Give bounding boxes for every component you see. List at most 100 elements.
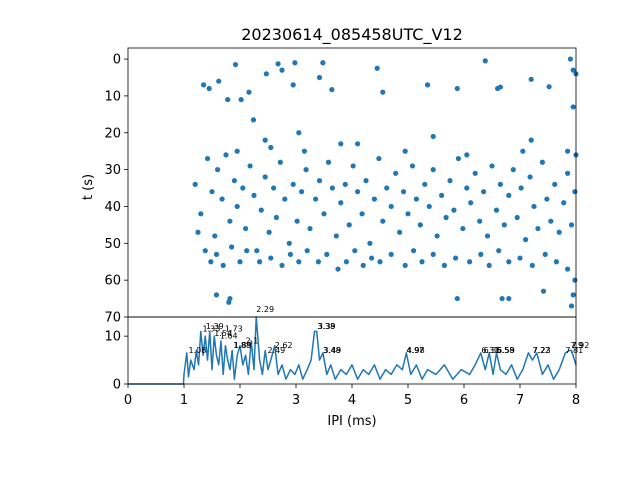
scatter-point — [215, 167, 221, 173]
scatter-point — [369, 255, 375, 261]
scatter-point — [565, 170, 571, 176]
histogram-peak-label: 2.62 — [275, 341, 293, 350]
scatter-point — [307, 225, 313, 232]
scatter-y-tick-label: 0 — [113, 53, 121, 68]
scatter-point — [320, 60, 326, 66]
scatter-point — [388, 251, 394, 257]
scatter-point — [220, 262, 226, 269]
histogram-x-ticks: 0 1 2 3 4 5 6 7 8 — [124, 384, 580, 408]
scatter-point — [343, 259, 349, 265]
scatter-point — [388, 203, 394, 210]
scatter-point — [277, 159, 283, 165]
scatter-point — [430, 133, 436, 140]
scatter-point — [247, 163, 253, 169]
scatter-point — [213, 292, 220, 298]
histogram-peak-label: 2.1 — [246, 336, 259, 345]
histogram-x-tick-label: 4 — [348, 393, 356, 408]
scatter-point — [329, 87, 335, 93]
scatter-point — [419, 259, 425, 265]
histogram-peak-label: 4.98 — [407, 346, 425, 355]
scatter-point — [359, 211, 365, 217]
scatter-point — [517, 255, 523, 261]
scatter-point — [417, 222, 423, 228]
scatter-point — [411, 248, 417, 254]
scatter-y-axis-label: t (s) — [81, 174, 96, 200]
scatter-point — [192, 181, 198, 187]
scatter-point — [477, 218, 483, 224]
scatter-point — [397, 229, 403, 235]
scatter-point — [528, 76, 534, 82]
scatter-point — [464, 152, 470, 158]
scatter-point — [195, 229, 201, 235]
scatter-point — [316, 178, 323, 184]
scatter-y-tick-label: 40 — [104, 200, 121, 215]
scatter-point — [335, 266, 341, 272]
histogram-peak-label: 1.64 — [220, 332, 238, 341]
histogram-peak-label: 1.08 — [188, 346, 206, 355]
scatter-point — [296, 259, 302, 265]
histogram-x-tick-label: 6 — [460, 393, 468, 408]
scatter-point — [266, 229, 272, 235]
scatter-point — [556, 229, 562, 235]
scatter-point — [355, 189, 361, 195]
scatter-point — [380, 89, 386, 95]
scatter-point — [313, 196, 319, 202]
scatter-point — [499, 295, 505, 302]
scatter-point — [227, 295, 233, 302]
histogram-peak-label: 7.23 — [533, 346, 551, 355]
scatter-point — [501, 222, 507, 228]
histogram-peak-label: 2.49 — [267, 346, 285, 355]
scatter-point — [209, 189, 215, 195]
scatter-point — [206, 85, 212, 92]
scatter-point — [527, 174, 533, 180]
scatter-point — [376, 155, 382, 162]
scatter-point — [279, 67, 285, 73]
scatter-point — [237, 259, 243, 265]
scatter-point — [460, 225, 466, 232]
histogram-x-tick-label: 7 — [516, 393, 524, 408]
scatter-point — [377, 259, 383, 265]
scatter-point — [393, 170, 399, 176]
scatter-point — [451, 207, 457, 213]
scatter-point — [380, 218, 386, 224]
scatter-point — [529, 262, 535, 269]
scatter-point — [346, 222, 352, 228]
scatter-point — [234, 203, 240, 210]
scatter-point — [506, 192, 512, 198]
scatter-point — [514, 214, 520, 221]
scatter-point — [286, 240, 292, 246]
scatter-y-tick-label: 50 — [104, 237, 121, 252]
scatter-point — [315, 259, 321, 265]
scatter-point — [542, 251, 548, 257]
scatter-point — [251, 192, 257, 198]
scatter-point — [570, 67, 576, 73]
scatter-point — [234, 148, 240, 154]
scatter-point — [572, 189, 578, 195]
scatter-point — [232, 61, 239, 68]
scatter-point — [572, 277, 578, 283]
scatter-point — [304, 248, 310, 254]
scatter-point — [402, 262, 408, 269]
histogram-peak-label: 3.39 — [318, 322, 336, 331]
scatter-point — [301, 148, 307, 154]
scatter-point — [223, 152, 229, 158]
scatter-point — [258, 207, 264, 213]
histogram-peak-label: 1.73 — [225, 324, 243, 333]
scatter-point — [400, 189, 407, 195]
histogram-peak-label: 6.35 — [484, 346, 502, 355]
histogram-peak-label: 7.22 — [532, 346, 550, 355]
histogram-peak-label: 3.48 — [323, 346, 341, 355]
scatter-points — [192, 56, 579, 309]
scatter-point — [506, 259, 512, 265]
scatter-point — [568, 222, 575, 228]
scatter-point — [510, 167, 516, 173]
scatter-point — [338, 200, 344, 206]
scatter-point — [219, 196, 225, 202]
scatter-point — [292, 60, 298, 66]
histogram-x-tick-label: 5 — [404, 393, 412, 408]
histogram-peak-label: 1.88 — [233, 341, 251, 350]
scatter-point — [296, 130, 302, 136]
scatter-point — [367, 240, 373, 246]
scatter-point — [384, 185, 390, 191]
scatter-point — [238, 96, 244, 103]
